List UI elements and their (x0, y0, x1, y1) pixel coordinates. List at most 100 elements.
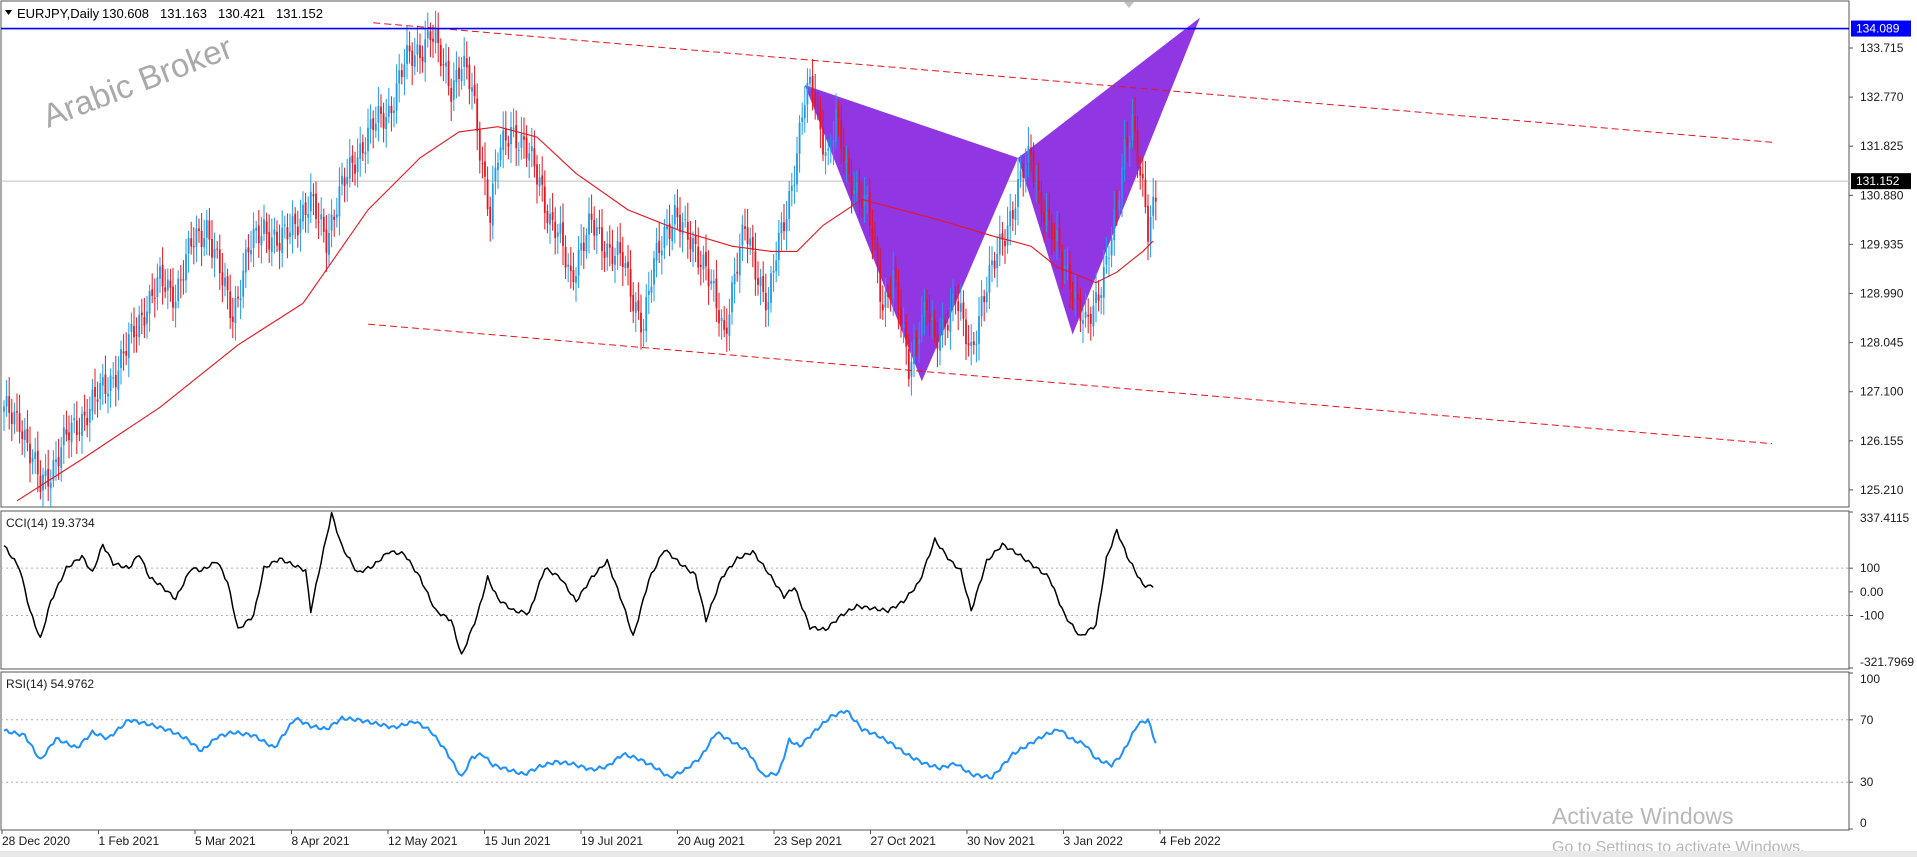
candle[interactable] (520, 117, 523, 160)
candle[interactable] (647, 271, 650, 315)
candle[interactable] (741, 215, 744, 261)
candle[interactable] (913, 324, 915, 377)
candle[interactable] (439, 38, 442, 77)
candle[interactable] (910, 342, 913, 396)
candle[interactable] (538, 163, 541, 197)
candle[interactable] (216, 241, 219, 259)
candle[interactable] (320, 197, 323, 236)
candle[interactable] (1089, 306, 1092, 341)
candle[interactable] (1037, 162, 1040, 205)
candle[interactable] (580, 223, 583, 266)
candle[interactable] (575, 267, 577, 302)
candle[interactable] (881, 285, 884, 320)
candle[interactable] (796, 136, 798, 193)
candle[interactable] (723, 306, 726, 338)
candle[interactable] (733, 257, 736, 304)
candle[interactable] (499, 134, 502, 167)
candle[interactable] (26, 410, 29, 452)
candle[interactable] (83, 394, 86, 431)
candle[interactable] (606, 231, 609, 271)
candle[interactable] (44, 454, 47, 490)
candle[interactable] (406, 25, 408, 80)
candle[interactable] (1097, 280, 1100, 312)
candle[interactable] (874, 221, 876, 251)
candle[interactable] (1066, 247, 1069, 281)
candle[interactable] (239, 279, 242, 320)
candle[interactable] (1154, 180, 1157, 221)
harmonic-pattern-triangle-1[interactable] (804, 85, 1018, 382)
shift-marker-icon[interactable] (1124, 2, 1134, 8)
candle[interactable] (962, 290, 965, 337)
candle[interactable] (671, 214, 674, 251)
candle[interactable] (608, 225, 611, 267)
candle[interactable] (494, 149, 497, 195)
candle[interactable] (273, 217, 276, 254)
candle[interactable] (720, 309, 723, 340)
candle[interactable] (143, 297, 146, 339)
candle[interactable] (699, 250, 702, 286)
candle[interactable] (866, 186, 869, 214)
candle[interactable] (299, 199, 302, 252)
candle[interactable] (562, 203, 564, 266)
candle[interactable] (374, 106, 377, 138)
candle[interactable] (400, 63, 403, 85)
candle[interactable] (858, 168, 861, 218)
candle[interactable] (65, 410, 68, 442)
candle[interactable] (283, 215, 286, 239)
candle[interactable] (335, 197, 338, 228)
candle[interactable] (291, 200, 294, 254)
candle[interactable] (390, 96, 393, 132)
candle[interactable] (983, 289, 986, 322)
candle[interactable] (1123, 119, 1126, 182)
candle[interactable] (814, 73, 817, 120)
candle[interactable] (367, 108, 369, 165)
candle[interactable] (611, 229, 614, 272)
candle[interactable] (918, 322, 921, 363)
candle[interactable] (195, 215, 198, 263)
candle[interactable] (772, 254, 775, 292)
candle[interactable] (632, 282, 635, 323)
candle[interactable] (1084, 293, 1087, 328)
candle[interactable] (398, 54, 401, 103)
candle[interactable] (1110, 226, 1113, 268)
candle[interactable] (60, 436, 63, 482)
candle[interactable] (788, 180, 791, 231)
candle[interactable] (697, 227, 700, 275)
candle[interactable] (634, 292, 637, 332)
candle[interactable] (242, 252, 245, 309)
candle[interactable] (965, 308, 967, 361)
candle[interactable] (915, 329, 918, 357)
candle[interactable] (907, 334, 910, 387)
candle[interactable] (507, 135, 510, 160)
candle[interactable] (543, 170, 546, 230)
candle[interactable] (416, 25, 419, 73)
candle[interactable] (237, 286, 239, 308)
candle[interactable] (598, 209, 601, 235)
candle[interactable] (257, 210, 260, 258)
candle[interactable] (445, 43, 447, 84)
candle[interactable] (679, 196, 681, 248)
channel-upper-line[interactable] (373, 22, 1773, 143)
candle[interactable] (1108, 245, 1110, 278)
candle[interactable] (151, 273, 154, 304)
candle[interactable] (333, 209, 336, 237)
candle[interactable] (1121, 153, 1123, 217)
candle[interactable] (577, 236, 580, 288)
candle[interactable] (13, 402, 16, 434)
candle[interactable] (133, 307, 135, 353)
candle[interactable] (926, 289, 928, 325)
candle[interactable] (806, 68, 809, 123)
candle[interactable] (952, 279, 954, 322)
candle[interactable] (549, 198, 551, 244)
candle[interactable] (177, 270, 180, 309)
candle[interactable] (252, 212, 255, 268)
candle[interactable] (1032, 142, 1035, 189)
candle[interactable] (803, 85, 806, 133)
candle[interactable] (868, 178, 871, 237)
candle[interactable] (455, 51, 458, 99)
candle[interactable] (1100, 286, 1103, 315)
candle[interactable] (270, 218, 273, 266)
candle[interactable] (853, 171, 856, 210)
candle[interactable] (231, 297, 234, 339)
candle[interactable] (5, 380, 8, 417)
